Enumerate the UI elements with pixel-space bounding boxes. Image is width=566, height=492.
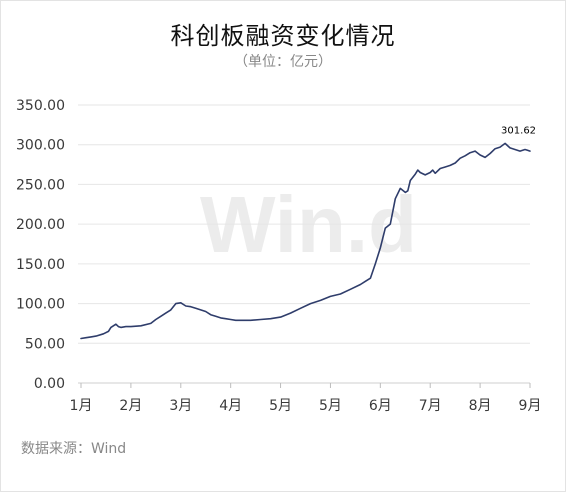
x-tick-label: 5月 (319, 398, 342, 414)
data-source: 数据来源：Wind (21, 441, 127, 457)
peak-value-label: 301.62 (501, 125, 536, 136)
x-tick-label: 7月 (419, 398, 442, 414)
y-tick-label: 200.00 (16, 217, 65, 233)
y-tick-label: 350.00 (16, 98, 65, 114)
x-tick-label: 8月 (469, 398, 492, 414)
x-tick-label: 6月 (369, 398, 392, 414)
x-tick-label: 9月 (519, 398, 542, 414)
y-tick-label: 0.00 (34, 376, 65, 392)
x-tick-label: 2月 (119, 398, 142, 414)
x-tick-label: 4月 (219, 398, 242, 414)
y-tick-label: 100.00 (16, 297, 65, 313)
y-tick-label: 50.00 (25, 336, 65, 352)
chart-title: 科创板融资变化情况 (170, 22, 396, 50)
y-tick-label: 300.00 (16, 138, 65, 154)
x-tick-label: 1月 (70, 398, 93, 414)
chart-subtitle: （单位：亿元） (234, 54, 332, 70)
series-line (80, 142, 531, 340)
x-tick-label: 5月 (269, 398, 292, 414)
y-tick-label: 150.00 (16, 257, 65, 273)
y-tick-label: 250.00 (16, 177, 65, 193)
x-tick-label: 3月 (169, 398, 192, 414)
